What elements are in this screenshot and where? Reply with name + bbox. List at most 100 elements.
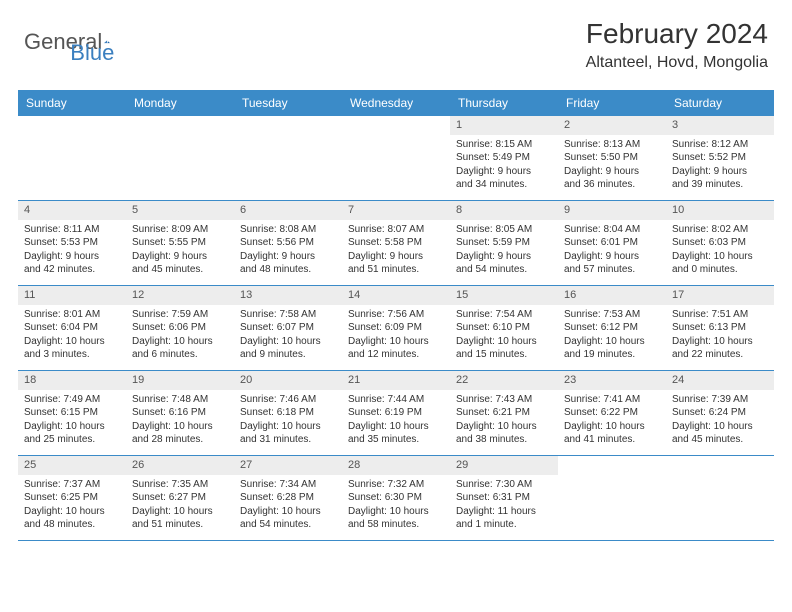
calendar-cell: 3Sunrise: 8:12 AMSunset: 5:52 PMDaylight… [666, 116, 774, 200]
day-number: 29 [450, 456, 558, 475]
daylight2-text: and 35 minutes. [348, 433, 444, 447]
sunrise-text: Sunrise: 8:11 AM [24, 223, 120, 237]
daylight2-text: and 45 minutes. [672, 433, 768, 447]
sunset-text: Sunset: 5:50 PM [564, 151, 660, 165]
calendar-cell: 4Sunrise: 8:11 AMSunset: 5:53 PMDaylight… [18, 201, 126, 285]
day-number: 19 [126, 371, 234, 390]
week-row: 25Sunrise: 7:37 AMSunset: 6:25 PMDayligh… [18, 456, 774, 541]
daylight2-text: and 42 minutes. [24, 263, 120, 277]
calendar-cell [666, 456, 774, 540]
calendar-cell: 19Sunrise: 7:48 AMSunset: 6:16 PMDayligh… [126, 371, 234, 455]
cell-body: Sunrise: 8:05 AMSunset: 5:59 PMDaylight:… [450, 223, 558, 281]
sunset-text: Sunset: 6:19 PM [348, 406, 444, 420]
daylight2-text: and 25 minutes. [24, 433, 120, 447]
cell-body: Sunrise: 7:44 AMSunset: 6:19 PMDaylight:… [342, 393, 450, 451]
calendar-cell: 17Sunrise: 7:51 AMSunset: 6:13 PMDayligh… [666, 286, 774, 370]
calendar-cell: 2Sunrise: 8:13 AMSunset: 5:50 PMDaylight… [558, 116, 666, 200]
cell-body: Sunrise: 7:37 AMSunset: 6:25 PMDaylight:… [18, 478, 126, 536]
day-number: 7 [342, 201, 450, 220]
daylight1-text: Daylight: 10 hours [456, 420, 552, 434]
sunset-text: Sunset: 6:27 PM [132, 491, 228, 505]
sunrise-text: Sunrise: 8:05 AM [456, 223, 552, 237]
sunrise-text: Sunrise: 7:49 AM [24, 393, 120, 407]
daylight1-text: Daylight: 9 hours [132, 250, 228, 264]
daylight1-text: Daylight: 9 hours [456, 250, 552, 264]
day-number: 8 [450, 201, 558, 220]
day-number: 23 [558, 371, 666, 390]
day-number: 3 [666, 116, 774, 135]
daylight1-text: Daylight: 9 hours [564, 250, 660, 264]
sunrise-text: Sunrise: 7:39 AM [672, 393, 768, 407]
daylight2-text: and 9 minutes. [240, 348, 336, 362]
sunrise-text: Sunrise: 7:37 AM [24, 478, 120, 492]
day-number: 27 [234, 456, 342, 475]
calendar-cell: 7Sunrise: 8:07 AMSunset: 5:58 PMDaylight… [342, 201, 450, 285]
calendar-cell [342, 116, 450, 200]
daylight1-text: Daylight: 9 hours [456, 165, 552, 179]
daylight2-text: and 12 minutes. [348, 348, 444, 362]
day-number: 9 [558, 201, 666, 220]
calendar-cell [18, 116, 126, 200]
daylight1-text: Daylight: 11 hours [456, 505, 552, 519]
sunrise-text: Sunrise: 7:59 AM [132, 308, 228, 322]
day-number: 1 [450, 116, 558, 135]
day-header: Wednesday [342, 90, 450, 116]
day-number: 26 [126, 456, 234, 475]
sunrise-text: Sunrise: 7:56 AM [348, 308, 444, 322]
sunset-text: Sunset: 5:58 PM [348, 236, 444, 250]
daylight1-text: Daylight: 10 hours [348, 335, 444, 349]
daylight2-text: and 38 minutes. [456, 433, 552, 447]
calendar-cell: 5Sunrise: 8:09 AMSunset: 5:55 PMDaylight… [126, 201, 234, 285]
sunrise-text: Sunrise: 7:30 AM [456, 478, 552, 492]
daylight2-text: and 51 minutes. [348, 263, 444, 277]
sunrise-text: Sunrise: 8:12 AM [672, 138, 768, 152]
week-row: 11 Sunrise: 8:01 AMSunset: 6:04 PMDayligh… [18, 286, 774, 371]
sunset-text: Sunset: 5:59 PM [456, 236, 552, 250]
cell-body: Sunrise: 8:01 AMSunset: 6:04 PMDaylight:… [18, 308, 126, 366]
daylight1-text: Daylight: 10 hours [240, 505, 336, 519]
sunset-text: Sunset: 6:13 PM [672, 321, 768, 335]
cell-body: Sunrise: 8:09 AMSunset: 5:55 PMDaylight:… [126, 223, 234, 281]
daylight2-text: and 22 minutes. [672, 348, 768, 362]
logo: General Blue [24, 18, 114, 66]
sunrise-text: Sunrise: 8:01 AM [24, 308, 120, 322]
sunrise-text: Sunrise: 7:44 AM [348, 393, 444, 407]
cell-body: Sunrise: 8:15 AMSunset: 5:49 PMDaylight:… [450, 138, 558, 196]
day-header-row: Sunday Monday Tuesday Wednesday Thursday… [18, 90, 774, 116]
daylight2-text: and 48 minutes. [24, 518, 120, 532]
daylight2-text: and 41 minutes. [564, 433, 660, 447]
daylight2-text: and 3 minutes. [24, 348, 120, 362]
daylight1-text: Daylight: 10 hours [456, 335, 552, 349]
daylight2-text: and 39 minutes. [672, 178, 768, 192]
calendar-cell: 18Sunrise: 7:49 AMSunset: 6:15 PMDayligh… [18, 371, 126, 455]
cell-body: Sunrise: 7:32 AMSunset: 6:30 PMDaylight:… [342, 478, 450, 536]
sunset-text: Sunset: 6:30 PM [348, 491, 444, 505]
location: Altanteel, Hovd, Mongolia [586, 54, 768, 72]
calendar-cell: 1 Sunrise: 8:15 AMSunset: 5:49 PMDaylight… [450, 116, 558, 200]
sunrise-text: Sunrise: 7:48 AM [132, 393, 228, 407]
daylight2-text: and 31 minutes. [240, 433, 336, 447]
calendar-cell: 15Sunrise: 7:54 AMSunset: 6:10 PMDayligh… [450, 286, 558, 370]
daylight2-text: and 36 minutes. [564, 178, 660, 192]
title-block: February 2024 Altanteel, Hovd, Mongolia [586, 18, 768, 72]
daylight1-text: Daylight: 10 hours [132, 420, 228, 434]
day-header: Monday [126, 90, 234, 116]
logo-text-blue: Blue [70, 40, 114, 66]
day-header: Friday [558, 90, 666, 116]
daylight2-text: and 1 minute. [456, 518, 552, 532]
calendar-cell [558, 456, 666, 540]
daylight2-text: and 54 minutes. [456, 263, 552, 277]
sunrise-text: Sunrise: 7:46 AM [240, 393, 336, 407]
calendar-cell: 21Sunrise: 7:44 AMSunset: 6:19 PMDayligh… [342, 371, 450, 455]
daylight2-text: and 19 minutes. [564, 348, 660, 362]
calendar-cell: 27Sunrise: 7:34 AMSunset: 6:28 PMDayligh… [234, 456, 342, 540]
day-number: 11 [18, 286, 126, 305]
calendar-cell: 8 Sunrise: 8:05 AMSunset: 5:59 PMDaylight… [450, 201, 558, 285]
sunrise-text: Sunrise: 7:41 AM [564, 393, 660, 407]
daylight2-text: and 15 minutes. [456, 348, 552, 362]
day-number: 13 [234, 286, 342, 305]
calendar-cell: 22Sunrise: 7:43 AMSunset: 6:21 PMDayligh… [450, 371, 558, 455]
cell-body: Sunrise: 7:43 AMSunset: 6:21 PMDaylight:… [450, 393, 558, 451]
daylight1-text: Daylight: 10 hours [672, 250, 768, 264]
sunset-text: Sunset: 6:21 PM [456, 406, 552, 420]
